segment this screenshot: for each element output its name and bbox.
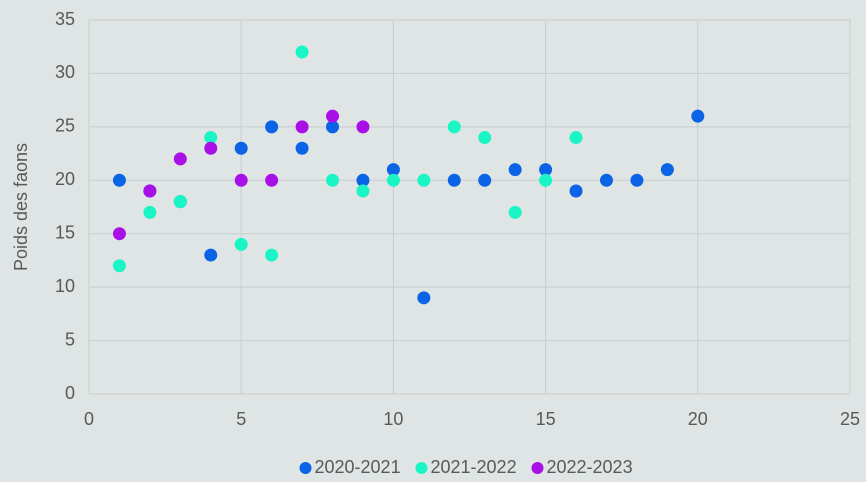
point bbox=[386, 173, 400, 187]
legend-label: 2022-2023 bbox=[547, 457, 633, 477]
legend-label: 2021-2022 bbox=[431, 457, 517, 477]
y-tick-label: 30 bbox=[55, 62, 75, 82]
point bbox=[295, 45, 309, 59]
point bbox=[234, 141, 248, 155]
point bbox=[234, 237, 248, 251]
point bbox=[326, 120, 340, 134]
y-tick-label: 0 bbox=[65, 383, 75, 403]
y-tick-label: 35 bbox=[55, 9, 75, 29]
point bbox=[356, 184, 370, 198]
point bbox=[386, 163, 400, 177]
point bbox=[326, 173, 340, 187]
x-tick-label: 25 bbox=[840, 409, 860, 429]
point bbox=[508, 163, 522, 177]
point bbox=[112, 227, 126, 241]
point bbox=[478, 131, 492, 145]
legend-marker bbox=[531, 462, 544, 474]
point bbox=[265, 173, 279, 187]
point bbox=[478, 173, 492, 187]
point bbox=[295, 120, 309, 134]
y-axis-title: Poids des faons bbox=[11, 143, 31, 271]
point bbox=[417, 291, 431, 305]
point bbox=[417, 173, 431, 187]
point bbox=[204, 131, 218, 145]
point bbox=[204, 248, 218, 262]
y-tick-label: 20 bbox=[55, 169, 75, 189]
point bbox=[204, 141, 218, 155]
point bbox=[599, 173, 613, 187]
point bbox=[356, 120, 370, 134]
legend-marker bbox=[299, 462, 312, 474]
point bbox=[539, 163, 553, 177]
point bbox=[539, 173, 553, 187]
point bbox=[660, 163, 674, 177]
x-tick-label: 5 bbox=[236, 409, 246, 429]
point bbox=[508, 205, 522, 219]
point bbox=[447, 173, 461, 187]
legend-label: 2020-2021 bbox=[315, 457, 401, 477]
point bbox=[112, 173, 126, 187]
point bbox=[630, 173, 644, 187]
point bbox=[112, 259, 126, 273]
y-tick-label: 25 bbox=[55, 116, 75, 136]
legend-marker bbox=[415, 462, 428, 474]
x-tick-label: 10 bbox=[383, 409, 403, 429]
point bbox=[265, 248, 279, 262]
point bbox=[234, 173, 248, 187]
point bbox=[326, 109, 340, 123]
x-tick-label: 15 bbox=[536, 409, 556, 429]
point bbox=[173, 195, 187, 209]
point bbox=[569, 131, 583, 145]
point bbox=[569, 184, 583, 198]
point bbox=[691, 109, 705, 123]
y-tick-label: 5 bbox=[65, 329, 75, 349]
point bbox=[447, 120, 461, 134]
x-tick-label: 20 bbox=[688, 409, 708, 429]
x-tick-label: 0 bbox=[84, 409, 94, 429]
point bbox=[143, 205, 157, 219]
y-tick-label: 10 bbox=[55, 276, 75, 296]
point bbox=[265, 120, 279, 134]
point bbox=[295, 141, 309, 155]
point bbox=[356, 173, 370, 187]
point bbox=[173, 152, 187, 166]
point bbox=[143, 184, 157, 198]
y-tick-label: 15 bbox=[55, 222, 75, 242]
